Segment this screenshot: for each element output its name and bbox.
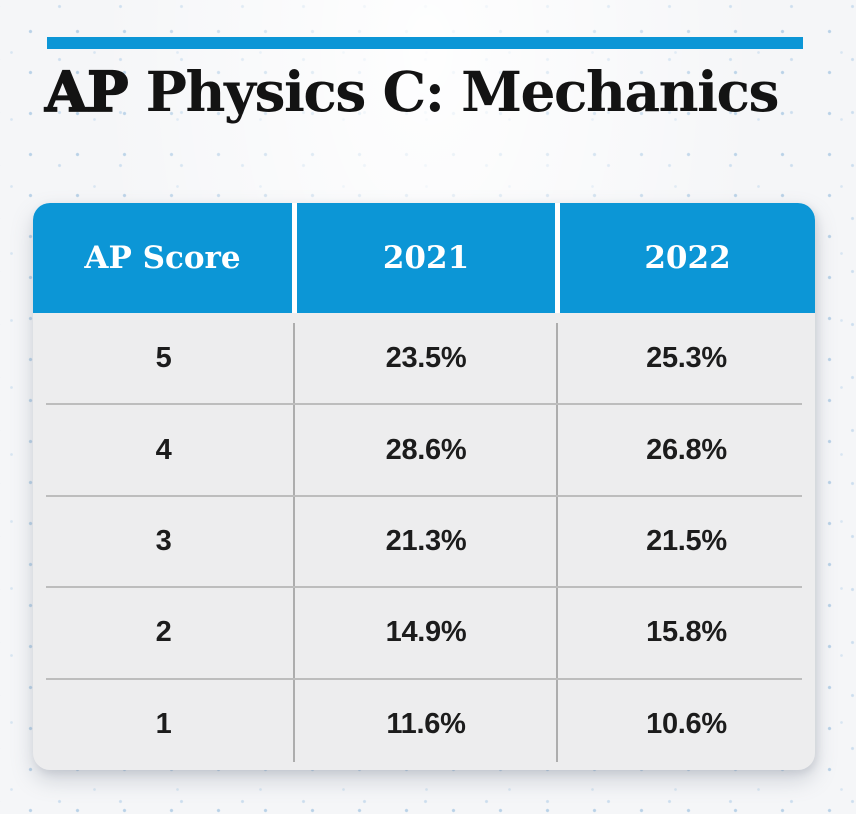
cell-score: 4 (155, 433, 172, 466)
cell-2022-value: 21.5% (646, 524, 727, 557)
column-divider-2 (556, 323, 558, 762)
table-row-score-1: 1 11.6% 10.6% (33, 679, 815, 770)
header-cell-2021: 2021 (297, 203, 555, 313)
cell-2021-value: 23.5% (385, 342, 467, 375)
cell-2021-value: 14.9% (385, 616, 467, 649)
cell-2021-value: 21.3% (385, 524, 467, 557)
score-distribution-table: AP Score 2021 2022 5 23.5% 25.3% 4 28.6%… (33, 203, 815, 770)
table-header-row: AP Score 2021 2022 (33, 203, 815, 313)
cell-score: 2 (155, 616, 172, 649)
table-row-score-3: 3 21.3% 21.5% (33, 496, 815, 589)
header-cell-2022: 2022 (560, 203, 815, 313)
table-row-score-4: 4 28.6% 26.8% (33, 404, 815, 498)
title-rest-text: Physics C: Mechanics (128, 59, 780, 124)
cell-2022-value: 25.3% (646, 342, 727, 375)
table-body: 5 23.5% 25.3% 4 28.6% 26.8% 3 21.3% 21.5… (33, 313, 815, 770)
title-ap-prefix: AP (44, 59, 129, 124)
page-title: AP Physics C: Mechanics (44, 59, 825, 124)
cell-2021-value: 28.6% (385, 433, 467, 466)
cell-2022-value: 26.8% (646, 433, 727, 466)
cell-score: 1 (155, 707, 172, 740)
cell-2022-value: 15.8% (646, 616, 727, 649)
title-accent-bar (47, 37, 803, 49)
cell-2021-value: 11.6% (386, 707, 466, 740)
table-row-score-5: 5 23.5% 25.3% (33, 313, 815, 406)
table-row-score-2: 2 14.9% 15.8% (33, 587, 815, 681)
column-divider-1 (293, 323, 295, 762)
cell-score: 5 (155, 342, 172, 375)
cell-2022-value: 10.6% (646, 707, 727, 740)
cell-score: 3 (155, 524, 172, 557)
header-cell-ap-score: AP Score (33, 203, 292, 313)
